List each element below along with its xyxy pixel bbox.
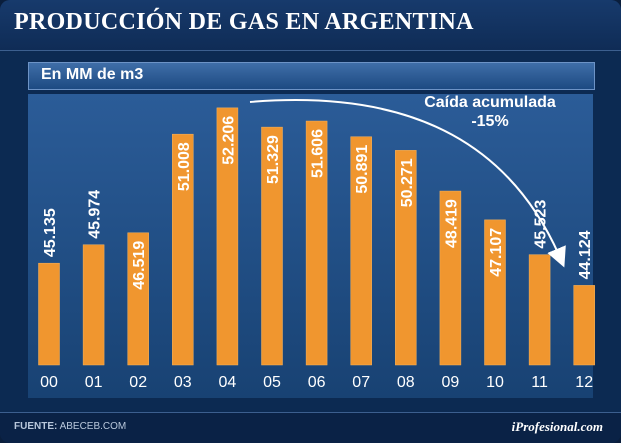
value-label-08: 50.271 — [399, 158, 416, 207]
x-tick-04: 04 — [219, 374, 237, 391]
x-tick-11: 11 — [531, 374, 548, 391]
annotation-line2: -15% — [471, 113, 509, 130]
bar-12 — [573, 285, 595, 366]
bar-06 — [305, 120, 328, 366]
value-label-03: 51.008 — [176, 142, 193, 191]
x-tick-02: 02 — [129, 374, 147, 391]
bar-08 — [395, 150, 417, 366]
x-tick-09: 09 — [442, 374, 460, 391]
annotation-line1: Caída acumulada — [424, 94, 556, 111]
bar-02 — [127, 232, 149, 366]
x-tick-01: 01 — [85, 374, 103, 391]
x-tick-08: 08 — [397, 374, 415, 391]
value-label-00: 45.135 — [42, 208, 59, 257]
value-label-04: 52.206 — [220, 116, 237, 165]
source-key: FUENTE: — [14, 421, 58, 432]
bar-04 — [216, 107, 239, 366]
bar-09 — [439, 190, 462, 366]
bar-01 — [82, 244, 105, 366]
value-label-11: 45.523 — [533, 200, 550, 249]
value-label-05: 51.329 — [265, 135, 282, 184]
value-label-06: 51.606 — [310, 129, 327, 178]
unit-label: En MM de m3 — [41, 66, 144, 83]
bar-05 — [261, 126, 283, 366]
value-label-01: 45.974 — [87, 190, 104, 239]
bar-11 — [528, 254, 551, 366]
brand-logo: iProfesional.com — [511, 419, 603, 434]
footer: FUENTE: ABECEB.COM iProfesional.com — [0, 412, 621, 443]
bar-07 — [350, 136, 372, 366]
chart-title: PRODUCCIÓN DE GAS EN ARGENTINA — [14, 9, 474, 35]
bar-00 — [38, 262, 60, 366]
title-bar: PRODUCCIÓN DE GAS EN ARGENTINA — [0, 0, 621, 51]
x-tick-05: 05 — [263, 374, 281, 391]
decline-arrow — [249, 99, 566, 268]
bar-10 — [484, 219, 506, 366]
x-tick-03: 03 — [174, 374, 192, 391]
x-tick-06: 06 — [308, 374, 326, 391]
value-label-09: 48.419 — [443, 199, 460, 248]
source-note: FUENTE: ABECEB.COM — [14, 421, 126, 432]
bars-layer: 45.135 00 45.974 01 46.519 02 51.008 03 52.206 04… — [38, 107, 595, 391]
decline-annotation: Caída acumulada -15% — [400, 93, 580, 131]
source-value: ABECEB.COM — [59, 421, 127, 432]
x-tick-00: 00 — [40, 374, 58, 391]
value-label-02: 46.519 — [131, 241, 148, 290]
bar-03 — [172, 133, 194, 366]
x-tick-07: 07 — [352, 374, 370, 391]
x-tick-12: 12 — [575, 374, 593, 391]
value-label-10: 47.107 — [488, 228, 505, 277]
value-label-12: 44.124 — [577, 230, 594, 279]
value-label-07: 50.891 — [354, 145, 371, 194]
x-tick-10: 10 — [486, 374, 504, 391]
unit-bar: En MM de m3 — [28, 62, 595, 90]
